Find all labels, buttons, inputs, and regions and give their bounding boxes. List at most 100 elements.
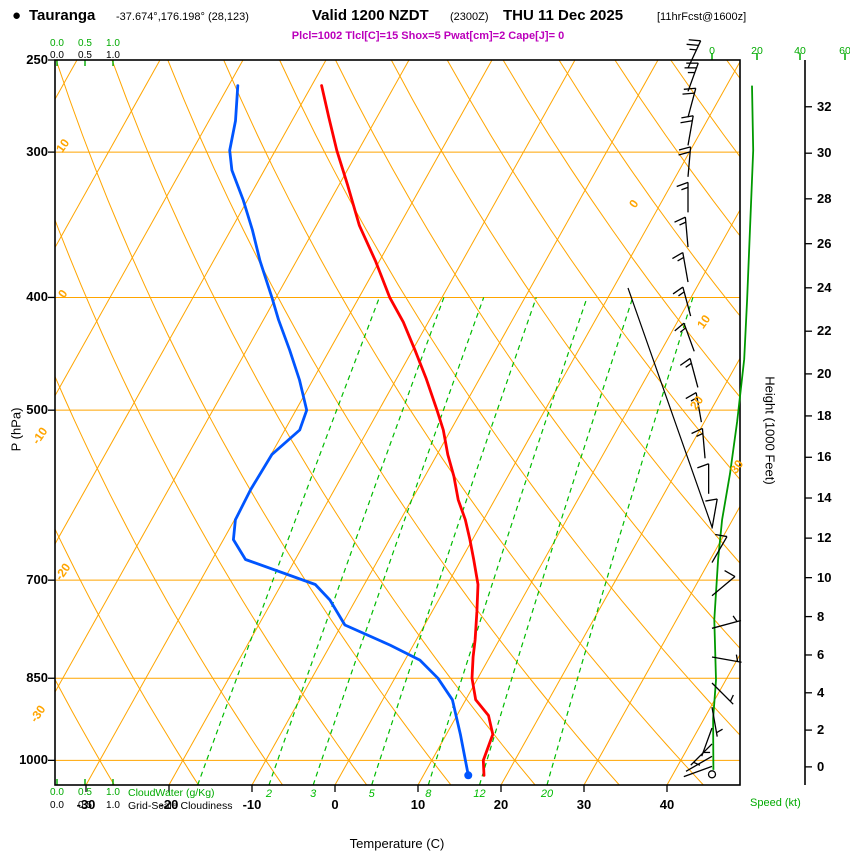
height-tick-label: 18: [817, 407, 832, 423]
wind-barb: [707, 770, 717, 779]
cloudwater-scale-bottom: 0.5: [78, 787, 92, 798]
mixing-ratio-labels: 2 3 5 8 12 20: [265, 788, 554, 800]
station-name: Tauranga: [29, 7, 96, 24]
temperature-tick-label: -20: [159, 797, 179, 812]
pressure-tick-label: 1000: [19, 752, 48, 768]
height-tick-label: 24: [817, 279, 832, 295]
wind-barb: [679, 357, 699, 388]
plot-border: [54, 59, 741, 786]
pressure-tick-label: 850: [26, 670, 48, 686]
pressure-tick-label: 400: [26, 289, 48, 305]
wind-barb: [678, 146, 692, 177]
cloudwater-caption: CloudWater (g/Kg): [128, 787, 215, 799]
cloudiness-scale-bottom: 0.0: [50, 800, 64, 811]
wind-barb: [676, 181, 689, 213]
height-tick-label: 8: [817, 608, 825, 624]
cloudwater-scale-top: 0.0: [50, 38, 64, 49]
wind-barb: [672, 286, 692, 317]
cloudwater-scale-top: 1.0: [106, 38, 120, 49]
speed-tick-label: 0: [709, 45, 715, 57]
height-tick-label: 14: [817, 490, 832, 506]
speed-axis-label: Speed (kt): [750, 797, 801, 809]
svg-text:0: 0: [55, 287, 70, 301]
wind-barb: [680, 115, 694, 146]
wind-barb: [674, 322, 695, 352]
wind-barb: [682, 87, 697, 118]
height-axis: [804, 60, 812, 785]
cloudiness-scale-top: 1.0: [106, 50, 120, 61]
cloudwater-scale-bottom: 0.0: [50, 787, 64, 798]
height-axis-label: Height (1000 Feet): [762, 376, 778, 485]
height-tick-label: 6: [817, 646, 825, 662]
cloudiness-scale-bottom: 1.0: [106, 800, 120, 811]
valid-date: THU 11 Dec 2025: [503, 7, 624, 24]
cloudwater-scale-top: 0.5: [78, 38, 92, 49]
forecast-offset: [11hrFcst@1600z]: [657, 11, 747, 23]
pressure-tick-label: 300: [26, 144, 48, 160]
wind-barb: [711, 682, 734, 705]
wind-barb: [711, 654, 742, 663]
wind-barb: [672, 251, 689, 283]
svg-text:3: 3: [310, 788, 317, 800]
surface-dot: [464, 771, 473, 780]
speed-tick-label: 60: [839, 45, 850, 57]
height-tick-label: 12: [817, 530, 832, 546]
wind-barb: [691, 427, 706, 459]
cloudiness-scale-top: 0.5: [78, 50, 92, 61]
cloudiness-caption: Grid-Scale Cloudiness: [128, 800, 233, 812]
sounding-params: Plcl=1002 Tlcl[C]=15 Shox=5 Pwat[cm]=2 C…: [291, 30, 565, 42]
temperature-tick-label: 0: [331, 797, 339, 812]
pressure-tick-label: 250: [26, 52, 48, 67]
svg-text:2: 2: [265, 788, 272, 800]
wind-barb: [697, 463, 710, 494]
wind-barb: [690, 743, 713, 766]
cloudiness-scale-top: 0.0: [50, 50, 64, 61]
wind-barb: [684, 62, 699, 92]
pressure-axis-label: P (hPa): [8, 407, 24, 452]
temperature-tick-label: -10: [242, 797, 262, 812]
height-tick-label: 30: [817, 145, 832, 161]
height-tick-label: 0: [817, 758, 825, 774]
svg-text:20: 20: [540, 788, 554, 800]
temperature-line: [320, 84, 495, 777]
height-tick-label: 32: [817, 98, 832, 114]
cloudiness-scale-bottom: 0.5: [78, 800, 92, 811]
dewpoint-line: [228, 84, 470, 777]
svg-text:8: 8: [425, 788, 432, 800]
pressure-tick-label: 700: [26, 572, 48, 588]
wind-barb: [685, 755, 713, 772]
speed-tick-label: 40: [794, 45, 806, 57]
wind-barb: [705, 498, 718, 529]
grid-lines: [55, 60, 740, 785]
valid-zulu: (2300Z): [450, 11, 489, 23]
wind-barb: [711, 533, 728, 563]
valid-time: Valid 1200 NZDT: [312, 7, 429, 24]
svg-text:10: 10: [694, 312, 713, 331]
wind-barb: [685, 392, 703, 423]
pressure-tick-label: 500: [26, 402, 48, 418]
temperature-tick-label: 10: [410, 797, 426, 812]
svg-text:-10: -10: [29, 424, 51, 447]
height-tick-label: 4: [817, 684, 825, 700]
station-bullet: ●: [12, 7, 22, 24]
height-tick-label: 20: [817, 365, 832, 381]
svg-text:-30: -30: [27, 702, 49, 725]
station-coords: -37.674°,176.198° (28,123): [116, 11, 249, 23]
temperature-tick-label: 40: [659, 797, 675, 812]
height-tick-label: 16: [817, 449, 832, 465]
height-tick-label: 28: [817, 190, 832, 206]
cloudwater-scale-bottom: 1.0: [106, 787, 120, 798]
wind-barbs: [672, 39, 742, 779]
height-tick-label: 10: [817, 569, 832, 585]
speed-tick-label: 20: [751, 45, 763, 57]
temperature-tick-label: 20: [493, 797, 509, 812]
height-tick-label: 22: [817, 323, 832, 339]
wind-barb: [711, 569, 736, 597]
clip-diagonal: [627, 287, 713, 528]
svg-text:0: 0: [626, 197, 641, 211]
axis-ticks: [48, 59, 668, 792]
height-tick-label: 2: [817, 722, 825, 738]
temperature-tick-label: -30: [76, 797, 96, 812]
wind-barb: [683, 765, 713, 778]
